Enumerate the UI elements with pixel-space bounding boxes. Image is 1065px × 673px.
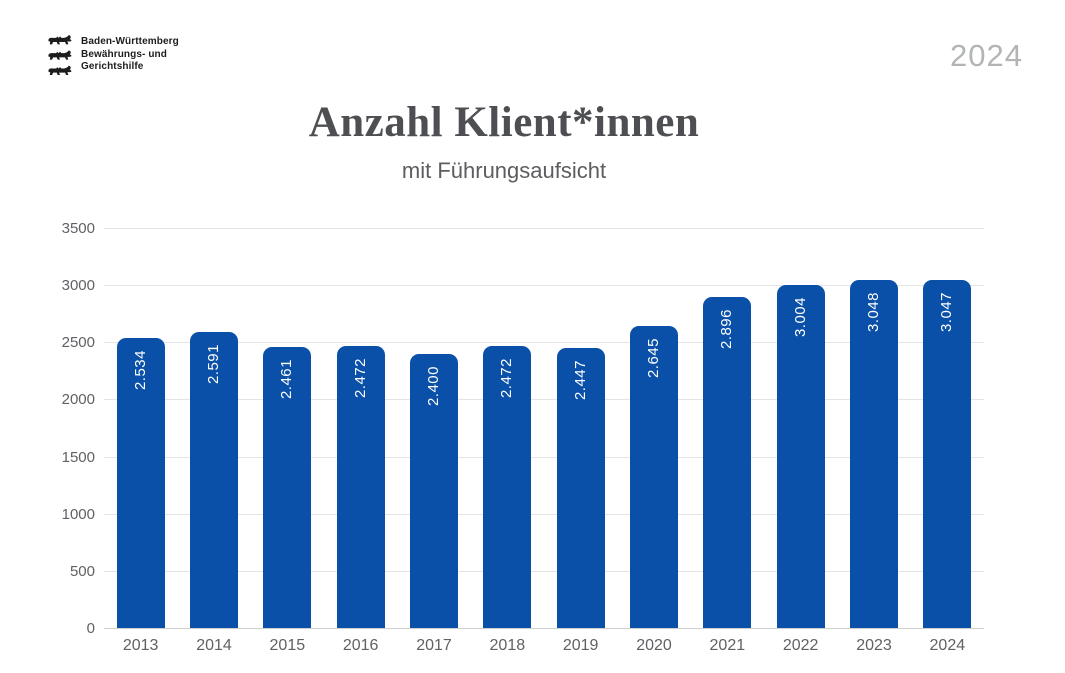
bar-value-label: 2.461 [278,358,296,399]
x-axis-tick-label: 2023 [856,637,892,654]
three-lions-icon [47,35,73,75]
bw-logo: Baden-Württemberg Bewährungs- und Gerich… [47,35,179,75]
y-axis-tick-label: 3000 [61,277,95,295]
bar-2021: 2.896 [703,297,752,628]
logo-line-3: Gerichtshilfe [81,61,144,73]
y-axis-tick-label: 500 [69,562,95,580]
bar-value-label: 2.591 [205,343,222,384]
logo-text: Baden-Württemberg Bewährungs- und Gerich… [81,36,179,74]
page-subtitle: mit Führungsaufsicht [401,158,607,183]
x-axis-tick-label: 2015 [269,637,306,654]
gridline-3000 [104,285,984,287]
x-axis-tick-label: 2013 [122,637,159,654]
bar-value-label: 3.047 [938,291,956,332]
x-axis-tick-label: 2020 [636,637,672,654]
x-axis-tick-label: 2016 [342,637,379,654]
bar-value-label: 2.400 [425,365,442,406]
y-axis-tick-label: 3500 [61,220,95,237]
gridline-0 [104,628,984,629]
bar-2015: 2.461 [263,346,312,628]
y-axis-tick-label: 2000 [61,391,95,409]
year-label: 2024 [950,38,1023,73]
bar-value-label: 2.472 [351,357,369,398]
title-block: Anzahl Klient*innen mit Führungsaufsicht [0,98,1008,184]
bar-value-label: 3.004 [791,296,809,337]
bar-value-label: 2.472 [498,357,516,398]
y-axis-tick-label: 1500 [61,448,95,466]
x-axis-tick-label: 2019 [562,637,599,654]
gridline-1500 [104,456,984,458]
bar-2014: 2.591 [190,331,238,628]
bar-value-label: 2.645 [645,337,662,378]
bar-2017: 2.400 [410,353,458,628]
bar-value-label: 2.896 [718,309,736,350]
logo-line-1: Baden-Württemberg [81,36,179,48]
bar-2013: 2.534 [116,338,165,628]
bar-2023: 3.048 [850,279,898,628]
page-title: Anzahl Klient*innen [308,99,700,146]
bar-2016: 2.472 [336,345,385,628]
x-axis-tick-label: 2024 [929,637,966,654]
logo-line-2: Bewährungs- und [81,48,167,60]
x-axis-tick-label: 2021 [709,637,746,654]
x-axis-tick-label: 2017 [416,637,452,654]
gridline-1000 [104,513,984,515]
bar-value-label: 3.048 [865,291,882,332]
gridline-3500 [104,228,984,229]
gridline-500 [104,570,984,572]
x-axis-tick-label: 2018 [489,637,526,654]
x-axis-tick-label: 2014 [196,637,232,654]
gridline-2500 [104,342,984,344]
bar-value-label: 2.447 [571,360,589,401]
bar-2018: 2.472 [483,345,532,628]
bar-2024: 3.047 [923,279,972,628]
y-axis-tick-label: 0 [86,620,95,637]
bar-chart: 0 500 1000 1500 2000 2500 3000 3500 2.534 2013 2.5… [62,220,984,654]
x-axis-tick-label: 2022 [782,637,819,654]
gridline-2000 [104,399,984,401]
bar-2020: 2.645 [630,325,678,628]
bar-2019: 2.447 [556,348,605,628]
y-axis-tick-label: 1000 [61,505,95,523]
y-axis-tick-label: 2500 [61,334,95,352]
bar-value-label: 2.534 [131,350,149,391]
bar-2022: 3.004 [776,284,825,628]
